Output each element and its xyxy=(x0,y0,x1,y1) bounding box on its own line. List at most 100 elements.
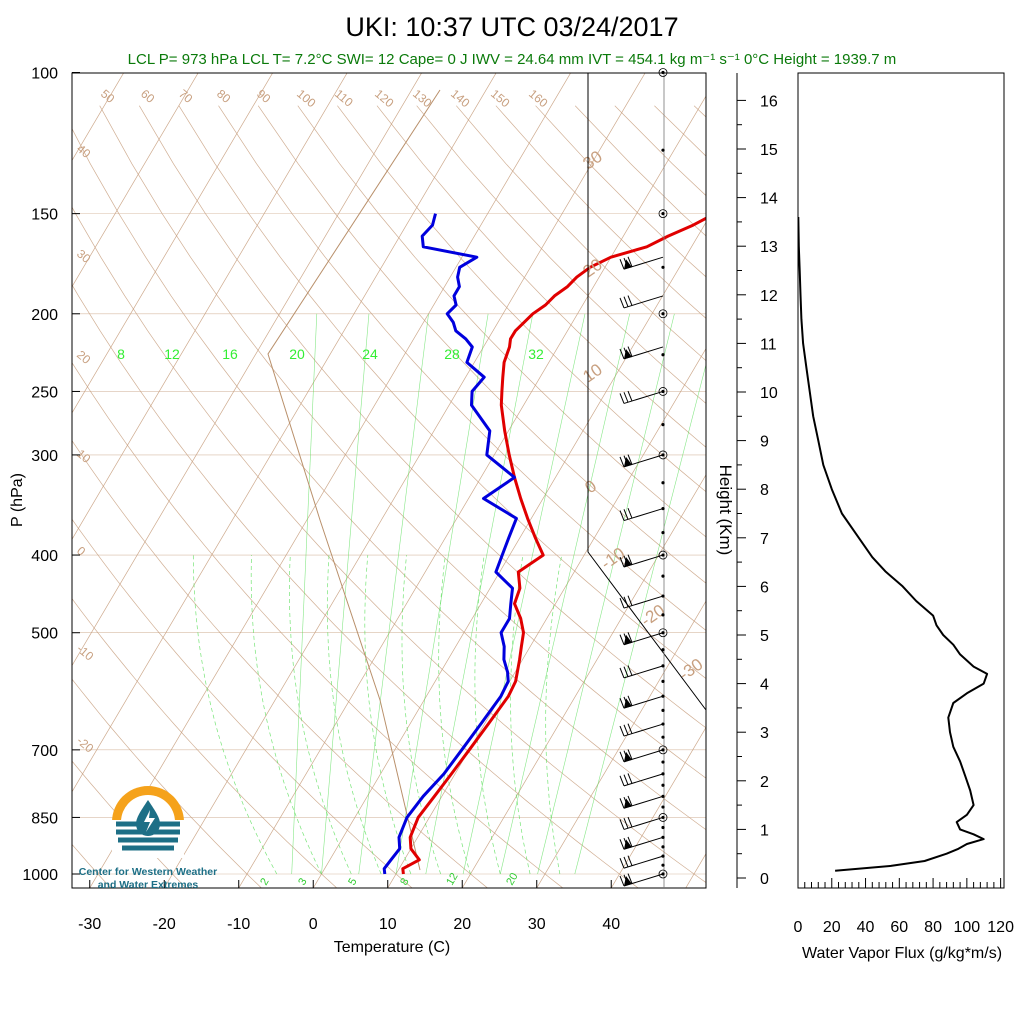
wind-barb-pennant xyxy=(624,751,632,762)
moist-adiabat-line xyxy=(474,555,501,875)
y-tick-label: 250 xyxy=(31,384,58,401)
mixing-ratio-bottom-label: 8 xyxy=(398,876,411,887)
dry-adiabat-line xyxy=(72,127,706,831)
x-tick-label: -30 xyxy=(78,916,101,933)
barb-calm-circle xyxy=(658,450,668,460)
barb-level-dot xyxy=(661,613,665,617)
wind-barb-feather xyxy=(623,724,629,736)
barb-level-dot xyxy=(661,648,665,652)
flux-plot-frame xyxy=(797,72,1005,889)
mixing-ratio-line xyxy=(537,313,675,875)
x-tick-label: 40 xyxy=(602,916,620,933)
height-tick-label: 15 xyxy=(760,142,778,159)
wind-barb-feather xyxy=(619,775,625,787)
wind-barb-pennant xyxy=(624,798,632,809)
isotherm-line xyxy=(312,221,706,888)
mixing-ratio-line xyxy=(462,313,586,875)
skew-t-inner-labels: 50 60 70 80 90 100 110 120 130 140 150 160403020100… xyxy=(74,87,706,888)
wind-barb-column xyxy=(587,68,707,888)
x-tick-label: 20 xyxy=(453,916,471,933)
barb-level-dot xyxy=(661,70,665,75)
mixing-ratio-label: 24 xyxy=(362,346,378,362)
mixing-ratio-line xyxy=(500,313,630,875)
barb-level-dot xyxy=(661,805,665,809)
x-tick-label: -10 xyxy=(227,916,250,933)
flux-x-tick-label: 120 xyxy=(987,919,1014,936)
temperature-line xyxy=(401,216,706,875)
wind-barb-feather xyxy=(619,875,625,887)
dry-adiabat-line xyxy=(178,105,706,679)
wind-barb-feather xyxy=(619,698,625,709)
dry-adiabat-line xyxy=(72,518,413,888)
dry-adiabat-label-left: 0 xyxy=(74,544,88,559)
wind-barb-feather xyxy=(619,819,625,830)
wind-barb-feather xyxy=(623,666,629,677)
wind-barb-pennant xyxy=(624,456,632,467)
barb-calm-circle xyxy=(658,309,668,319)
barb-calm-circle xyxy=(658,209,668,219)
dry-adiabat-line xyxy=(72,678,262,888)
isotherm-line xyxy=(72,73,497,793)
isotherm-label: 80 xyxy=(214,87,233,107)
dry-adiabat-label-left: -20 xyxy=(74,734,97,756)
skew-t-plot-frame xyxy=(71,72,707,889)
x-tick-label: 0 xyxy=(309,916,318,933)
wind-barb-feather xyxy=(623,596,629,608)
y-tick-label: 700 xyxy=(31,743,58,760)
height-tick-label: 5 xyxy=(760,628,769,645)
dry-adiabat-label-left: 30 xyxy=(74,247,93,267)
dry-adiabat-label-left: 10 xyxy=(74,447,93,467)
wind-barb-pennant xyxy=(624,348,632,359)
barb-level-dot xyxy=(661,530,665,535)
wind-barb xyxy=(623,665,664,679)
barb-level-dot xyxy=(661,825,665,830)
barb-calm-circle xyxy=(658,813,668,822)
barb-boundary-line xyxy=(587,73,707,711)
height-tick-label: 16 xyxy=(760,93,778,110)
wind-barb-feather xyxy=(619,634,625,645)
wind-barb-pennant xyxy=(624,698,632,709)
mixing-ratio-line xyxy=(425,313,534,875)
wind-barb-feather xyxy=(623,296,629,307)
isotherm-label: 120 xyxy=(372,87,397,111)
barb-calm-circle xyxy=(658,869,668,879)
y-tick-label: 1000 xyxy=(22,867,58,884)
wind-barb-feather xyxy=(619,798,625,809)
wind-barb-feather xyxy=(627,554,633,565)
dry-adiabat-label-right: -30 xyxy=(675,655,706,685)
isotherm-line xyxy=(536,600,706,888)
wind-barb-feather xyxy=(627,595,633,606)
wind-barb-feather xyxy=(627,723,633,734)
flux-x-tick-label: 60 xyxy=(890,919,908,936)
wind-barb-pennant xyxy=(624,557,632,568)
wind-barb xyxy=(623,816,664,830)
wind-barb-feather xyxy=(627,795,633,807)
mixing-ratio-line xyxy=(321,313,370,875)
mixing-ratio-line xyxy=(574,363,706,875)
skew-t-background-lines xyxy=(72,73,706,888)
flux-profile xyxy=(798,216,989,872)
flux-x-axis-label: Water Vapor Flux (g/kg*m/s) xyxy=(802,945,1002,962)
x-tick-label: 10 xyxy=(379,916,397,933)
dry-adiabat-label-right: 30 xyxy=(579,147,605,173)
mixing-ratio-line xyxy=(291,313,318,875)
moist-adiabat-line xyxy=(510,555,531,875)
wind-barb-feather xyxy=(619,393,625,404)
mixing-ratio-bottom-label: 5 xyxy=(346,876,359,887)
mixing-ratio-bottom-label: 12 xyxy=(444,871,461,888)
wind-barb-feather xyxy=(627,749,633,760)
barb-level-dot xyxy=(661,265,665,269)
wind-barb-feather xyxy=(619,857,625,869)
height-tick-label: 11 xyxy=(760,336,777,353)
wind-barb xyxy=(623,773,664,787)
barb-level-dot xyxy=(661,574,665,578)
dry-adiabat-line xyxy=(99,105,706,779)
wind-barb-pennant xyxy=(624,876,632,886)
wind-barb-feather xyxy=(623,856,629,868)
wind-barb-feather xyxy=(627,390,633,402)
barb-calm-circle xyxy=(658,550,668,560)
dry-adiabat-label-right: 10 xyxy=(579,360,605,386)
skew-t-x-axis-label: Temperature (C) xyxy=(334,939,450,956)
dry-adiabat-line xyxy=(376,105,706,448)
